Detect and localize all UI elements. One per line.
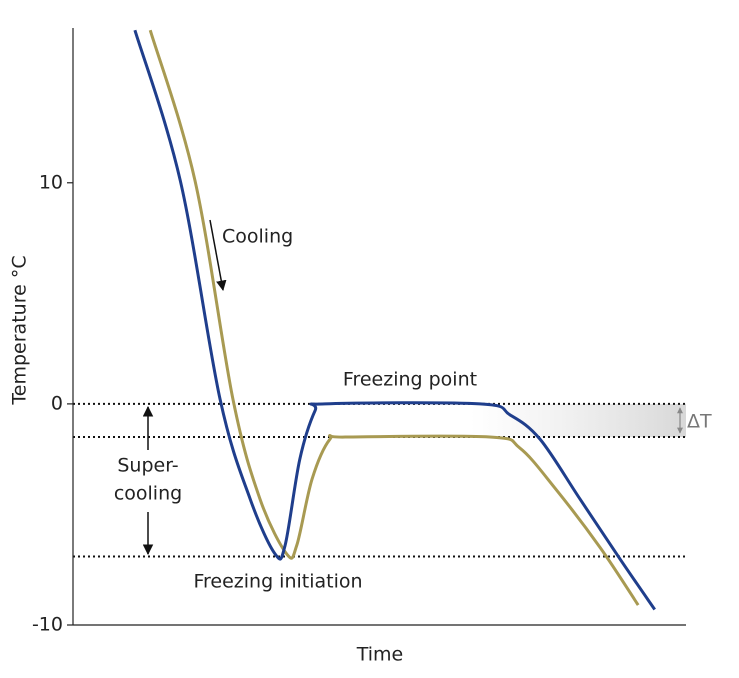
annotation: cooling	[114, 483, 182, 505]
cooling-arrow	[209, 219, 227, 292]
x-axis-label: Time	[356, 644, 404, 666]
y-tick-label: 10	[39, 171, 63, 193]
y-axis-label: Temperature °C	[9, 255, 31, 405]
annotation: Freezing point	[343, 369, 477, 391]
y-tick-label: -10	[32, 614, 63, 636]
annotation: Freezing initiation	[193, 571, 362, 593]
series-line	[148, 29, 640, 606]
y-tick-label: 0	[51, 392, 63, 414]
annotation: Cooling	[222, 226, 293, 248]
series-line	[133, 29, 656, 611]
annotation: Super-	[117, 455, 178, 477]
annotation: ΔT	[687, 411, 712, 433]
